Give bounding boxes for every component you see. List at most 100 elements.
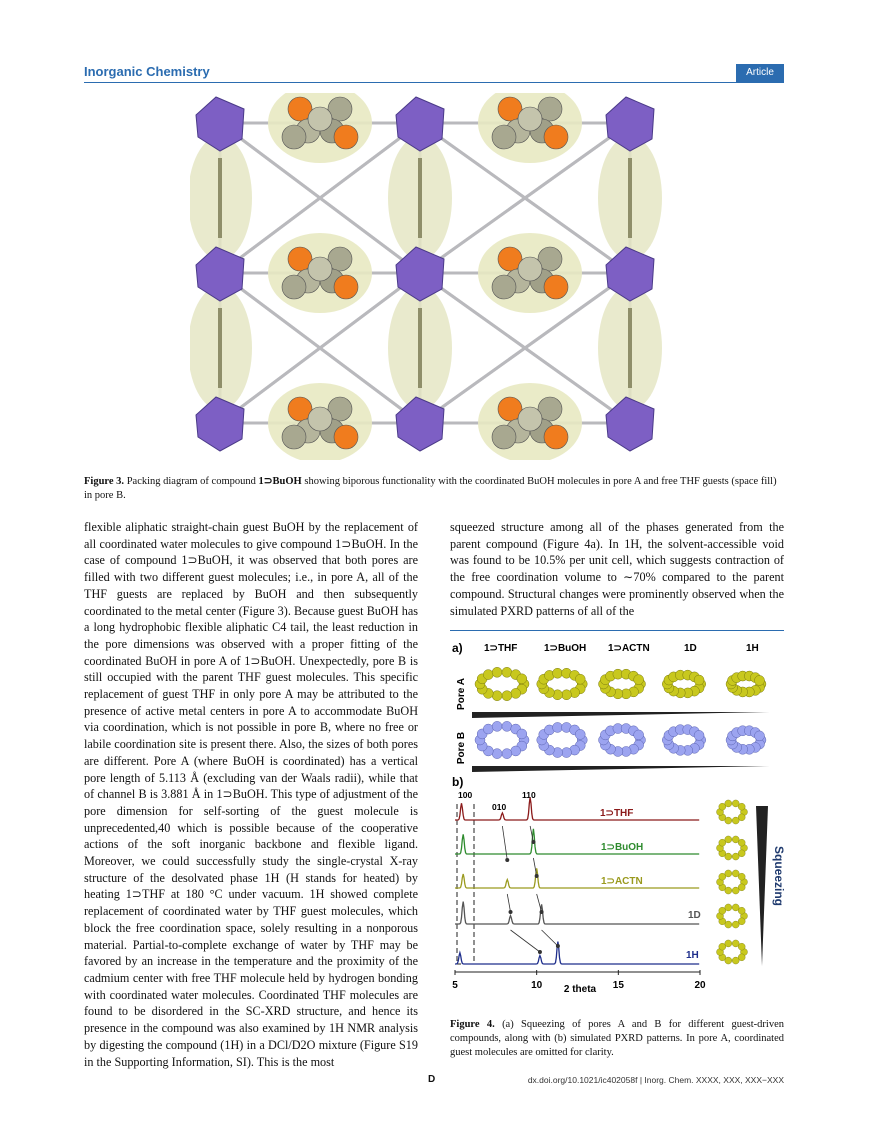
pxrd-trace-actn [455, 868, 700, 889]
pore-b-atom [552, 722, 563, 733]
figure3-caption-text-2: showing biporous functionality with the … [84, 476, 777, 501]
side-cluster-atom [732, 956, 740, 965]
thf-atom-sphere [333, 424, 359, 450]
framework-bond [419, 121, 631, 275]
peak-110-label: 110 [522, 790, 536, 800]
side-cluster-atom [732, 852, 740, 861]
pxrd-trace-buoh [455, 828, 700, 855]
cd-polyhedron [605, 96, 655, 152]
pore-b-label: Pore B [456, 732, 467, 764]
side-cluster-atom [724, 816, 732, 825]
side-cluster-atom [724, 956, 732, 965]
side-cluster-atom [724, 799, 732, 808]
pore-a-atom [552, 667, 563, 679]
cd-polyhedron [195, 396, 245, 452]
side-cluster-atom [724, 939, 732, 948]
doi-footer: dx.doi.org/10.1021/ic402058f | Inorg. Ch… [527, 1075, 784, 1085]
side-cluster-atom [718, 839, 726, 847]
body-right-column: squeezed structure among all of the phas… [450, 519, 784, 619]
thf-atom-sphere [287, 246, 313, 272]
trace-label-actn: 1⊃ACTN [601, 876, 643, 887]
side-cluster-atom [732, 903, 740, 912]
figure4: a) 1⊃THF 1⊃BuOH 1⊃ACTN 1D 1H Pore A Pore… [452, 641, 784, 995]
pore-a-atom [501, 667, 513, 678]
side-cluster-atom [738, 883, 746, 891]
x-tick-label: 15 [613, 980, 625, 991]
shift-arrowhead [508, 909, 513, 914]
side-cluster-atom [718, 907, 726, 915]
thf-atom-sphere [543, 124, 569, 150]
journal-title: Inorganic Chemistry [84, 64, 210, 79]
col-label-1d: 1D [684, 643, 697, 654]
thf-atom-sphere [537, 246, 563, 272]
cd-polyhedron [395, 396, 445, 452]
pore-a-atom [483, 669, 494, 680]
thf-atom-sphere [287, 396, 313, 422]
side-cluster-atom [738, 803, 746, 811]
thf-atom-sphere [543, 424, 569, 450]
figure4-caption-text: (a) Squeezing of pores A and B for diffe… [450, 1019, 785, 1058]
pxrd-trace-d [455, 901, 700, 925]
peak-010-label: 010 [492, 802, 506, 812]
side-cluster-atom [738, 907, 746, 915]
x-axis-label: 2 theta [564, 984, 597, 995]
col-label-1h: 1H [746, 643, 759, 654]
side-cluster-atom [732, 799, 740, 808]
cd-polyhedron [195, 246, 245, 302]
framework-bond [219, 121, 421, 275]
cd-polyhedron [605, 246, 655, 302]
thf-atom-sphere [281, 274, 307, 300]
thf-atom-sphere [543, 274, 569, 300]
thf-atom-sphere [537, 96, 563, 122]
pore-b-atom [574, 729, 586, 740]
pore-a-atom [510, 688, 521, 699]
side-cluster-atom [732, 816, 740, 825]
thf-atom-sphere [307, 256, 333, 282]
thf-atom-sphere [537, 396, 563, 422]
side-cluster-atom [732, 886, 740, 895]
thf-atom-sphere [333, 274, 359, 300]
thf-atom-sphere [517, 256, 543, 282]
framework-bond [219, 271, 421, 425]
pore-a-atom [561, 689, 572, 701]
pore-a-label: Pore A [456, 678, 467, 710]
side-cluster-atom [738, 943, 746, 951]
x-tick-label: 20 [694, 980, 706, 991]
col-label-buoh: 1⊃BuOH [544, 643, 586, 654]
shift-arrowhead [537, 949, 542, 954]
figure4-rule [450, 630, 784, 631]
col-label-thf: 1⊃THF [484, 643, 517, 654]
side-cluster-atom [724, 852, 732, 861]
side-cluster-atom [738, 849, 746, 857]
thf-atom-sphere [491, 424, 517, 450]
pore-a-atom [491, 667, 503, 678]
pore-b-atom [501, 748, 513, 759]
framework-bond [419, 271, 631, 425]
thf-atom-sphere [327, 396, 353, 422]
trace-label-thf: 1⊃THF [600, 808, 633, 819]
thf-atom-sphere [333, 124, 359, 150]
thf-atom-sphere [497, 246, 523, 272]
cd-polyhedron [395, 96, 445, 152]
shift-arrowhead [539, 909, 544, 914]
pxrd-trace-thf [455, 797, 700, 821]
figure3-compound: 1⊃BuOH [258, 476, 302, 487]
side-cluster-atom [738, 839, 746, 847]
pore-a-atom [754, 675, 765, 686]
trace-label-1h: 1H [686, 950, 699, 961]
thf-atom-sphere [517, 406, 543, 432]
squeeze-wedge-b [472, 766, 770, 772]
header-rule [84, 82, 784, 83]
pore-b-atom [491, 721, 503, 732]
body-left-column: flexible aliphatic straight-chain guest … [84, 519, 418, 1070]
thf-atom-sphere [497, 96, 523, 122]
thf-atom-sphere [327, 96, 353, 122]
side-cluster-atom [724, 903, 732, 912]
side-cluster-atom [724, 920, 732, 929]
pore-a-atom [491, 690, 503, 701]
figure4-label: Figure 4. [450, 1019, 495, 1030]
side-cluster-atom [718, 873, 726, 881]
figure4-caption: Figure 4. (a) Squeezing of pores A and B… [450, 1018, 784, 1060]
pore-b-atom [510, 745, 521, 757]
figure3-caption-text-1: Packing diagram of compound [126, 476, 256, 487]
